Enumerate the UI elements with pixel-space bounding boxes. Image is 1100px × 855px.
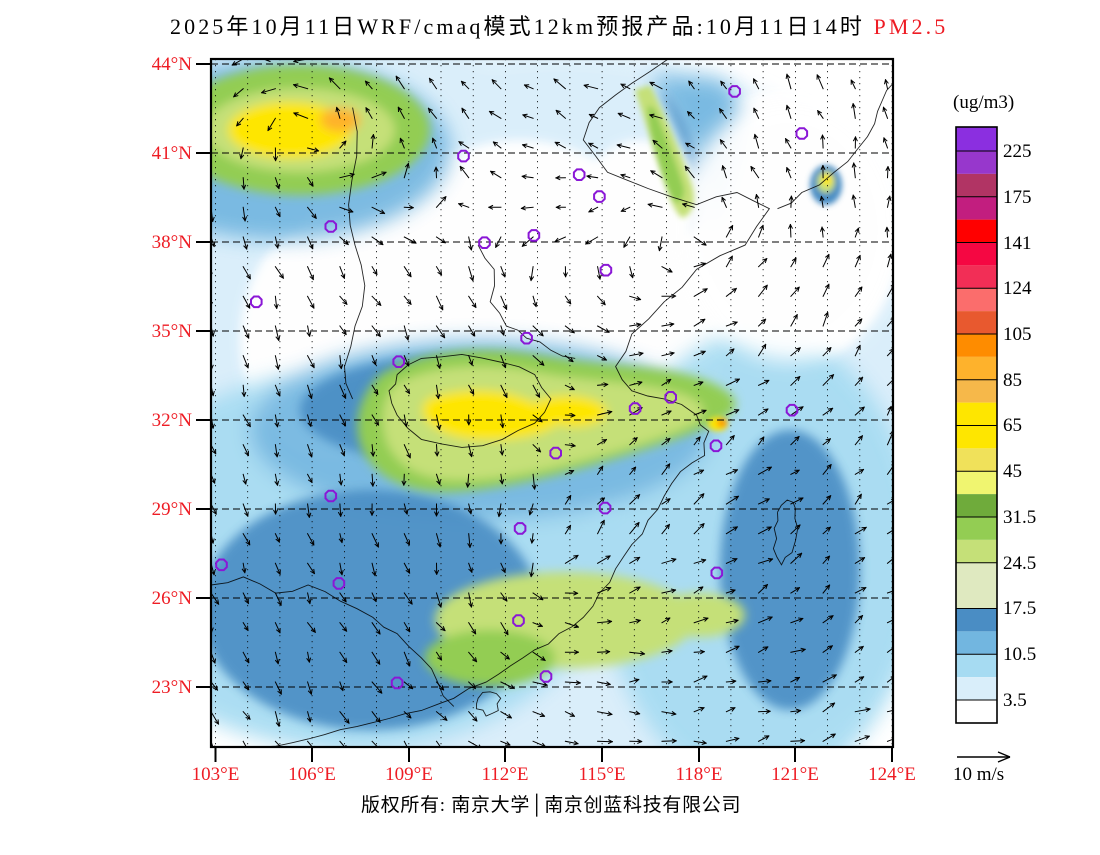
svg-text:141: 141 [1003,233,1032,254]
svg-text:29°N: 29°N [152,499,193,520]
svg-text:(ug/m3): (ug/m3) [953,92,1014,113]
svg-text:103°E: 103°E [192,764,240,785]
svg-text:26°N: 26°N [152,588,193,609]
svg-text:112°E: 112°E [482,764,529,785]
svg-text:10.5: 10.5 [1003,644,1036,665]
svg-text:225: 225 [1003,141,1032,162]
svg-text:17.5: 17.5 [1003,598,1036,619]
svg-text:118°E: 118°E [676,764,723,785]
svg-text:85: 85 [1003,370,1022,391]
svg-text:23°N: 23°N [152,677,193,698]
svg-text:175: 175 [1003,187,1032,208]
svg-text:35°N: 35°N [152,321,193,342]
svg-text:115°E: 115°E [579,764,626,785]
svg-text:3.5: 3.5 [1003,690,1027,711]
svg-text:32°N: 32°N [152,410,193,431]
svg-text:105: 105 [1003,324,1032,345]
svg-text:109°E: 109°E [385,764,433,785]
svg-text:10 m/s: 10 m/s [953,764,1004,785]
svg-text:45: 45 [1003,461,1022,482]
svg-text:44°N: 44°N [152,54,193,75]
svg-text:31.5: 31.5 [1003,507,1036,528]
svg-text:41°N: 41°N [152,143,193,164]
svg-text:124: 124 [1003,278,1032,299]
svg-text:124°E: 124°E [868,764,916,785]
svg-text:121°E: 121°E [771,764,819,785]
svg-text:38°N: 38°N [152,232,193,253]
svg-text:65: 65 [1003,415,1022,436]
svg-text:24.5: 24.5 [1003,553,1036,574]
svg-text:106°E: 106°E [288,764,336,785]
